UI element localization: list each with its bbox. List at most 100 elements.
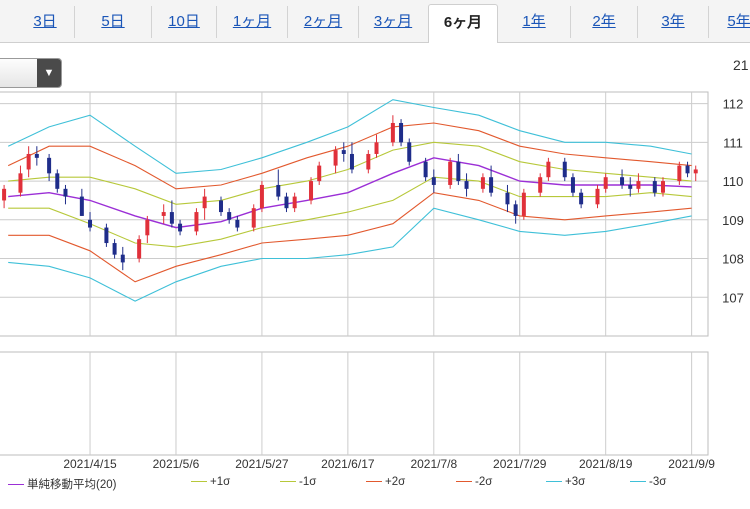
tab-1-year[interactable]: 1年: [498, 6, 571, 38]
candle-body: [390, 122, 395, 143]
candle-body: [636, 181, 641, 189]
chart-grid: [0, 91, 709, 337]
candle: [349, 142, 354, 174]
tab-2-months[interactable]: 2ヶ月: [288, 6, 359, 38]
legend-item-plus-1-sigma: +1σ: [191, 476, 230, 488]
candle: [79, 188, 84, 216]
candle-body: [620, 177, 625, 185]
candle: [390, 115, 395, 147]
candle-body: [562, 161, 567, 178]
candle: [227, 208, 232, 224]
x-tick-label: 2021/5/6: [153, 457, 200, 471]
candle: [34, 146, 39, 166]
candle: [456, 153, 461, 185]
legend-swatch: [456, 481, 472, 483]
candle: [660, 177, 665, 197]
candle-body: [169, 212, 174, 224]
candle-body: [374, 142, 379, 154]
x-tick-label: 2021/5/27: [235, 457, 289, 471]
candle-body: [480, 177, 485, 189]
candle-body: [79, 196, 84, 216]
y-axis-labels: 107 108 109 110 111 112: [722, 97, 744, 306]
candle: [366, 150, 371, 174]
tab-3-years[interactable]: 3年: [638, 6, 709, 38]
candle: [2, 184, 7, 209]
candle: [538, 173, 543, 197]
price-panel-label: 21: [733, 57, 749, 73]
candle-body: [448, 161, 453, 185]
tab-10-days[interactable]: 10日: [152, 6, 217, 38]
candle: [309, 177, 314, 205]
candle: [685, 161, 690, 178]
candle: [480, 173, 485, 193]
tab-1-month[interactable]: 1ヶ月: [217, 6, 288, 38]
band-line-5: [7, 99, 692, 174]
candle-body: [349, 153, 354, 170]
candle: [317, 161, 322, 185]
candle: [112, 239, 117, 259]
candle: [104, 223, 109, 247]
candle: [161, 204, 166, 224]
legend-item-sma: 単純移動平均(20): [8, 476, 116, 492]
candle: [579, 188, 584, 209]
price-panel-frame: [0, 91, 709, 337]
candle-body: [55, 173, 60, 189]
band-line-4: [8, 192, 692, 283]
candle: [251, 204, 256, 232]
legend-label-sma: 単純移動平均(20): [27, 479, 117, 491]
legend-label-plus-1-sigma: +1σ: [210, 476, 231, 488]
candle: [63, 184, 68, 205]
tab-5-years[interactable]: 5年: [727, 13, 750, 30]
candle-body: [235, 219, 240, 228]
candle-body: [194, 212, 199, 232]
legend-item-plus-2-sigma: +2σ: [366, 476, 405, 488]
candle: [178, 219, 183, 236]
candle-body: [34, 153, 39, 158]
tab-2-years[interactable]: 2年: [571, 6, 638, 38]
candle-body: [521, 192, 526, 216]
candle-body: [120, 254, 125, 263]
candle: [407, 138, 412, 166]
candle: [202, 188, 207, 220]
candle-body: [276, 184, 281, 197]
candle: [595, 184, 600, 209]
legend-label-minus-2-sigma: -2σ: [475, 476, 493, 488]
chart-legend: 単純移動平均(20) +1σ -1σ +2σ -2σ +3σ -3σ: [0, 474, 750, 494]
chevron-down-icon[interactable]: ▼: [37, 59, 61, 87]
x-tick-label: 2021/7/8: [410, 457, 457, 471]
tab-5-days[interactable]: 5日: [75, 6, 152, 38]
band-line-3: [7, 122, 692, 190]
candle-body: [603, 177, 608, 189]
legend-item-minus-2-sigma: -2σ: [456, 476, 492, 488]
candle-body: [47, 157, 52, 174]
x-tick-label: 2021/8/19: [579, 457, 633, 471]
candle: [18, 165, 23, 197]
candle-body: [464, 181, 469, 189]
lower-panel-frame: [0, 351, 709, 456]
candle-body: [595, 188, 600, 205]
tab-3-days[interactable]: 3日: [16, 6, 75, 38]
candle: [194, 208, 199, 236]
candle-body: [513, 204, 518, 216]
legend-swatch: [8, 484, 24, 486]
legend-label-minus-3-sigma: -3σ: [649, 476, 667, 488]
legend-item-plus-3-sigma: +3σ: [546, 476, 585, 488]
tab-3-months[interactable]: 3ヶ月: [373, 13, 413, 30]
candle-body: [292, 196, 297, 209]
candle-body: [112, 243, 117, 255]
candle: [47, 153, 52, 182]
candle: [218, 196, 223, 216]
candle: [55, 169, 60, 193]
indicator-select[interactable]: ▼: [0, 58, 62, 88]
x-tick-label: 2021/4/15: [63, 457, 117, 471]
candle-body: [26, 153, 31, 170]
band-line-2: [8, 176, 692, 248]
legend-swatch: [191, 481, 207, 483]
candle: [259, 181, 264, 213]
candle-body: [431, 177, 436, 185]
candle-body: [579, 192, 584, 205]
candle: [636, 173, 641, 193]
period-tab-bar: 3日 5日 10日 1ヶ月 2ヶ月 3ヶ月 6ヶ月 1年 2年 3年 5年: [0, 0, 750, 43]
band-line-0: [8, 157, 692, 229]
tab-6-months[interactable]: 6ヶ月: [428, 4, 498, 43]
